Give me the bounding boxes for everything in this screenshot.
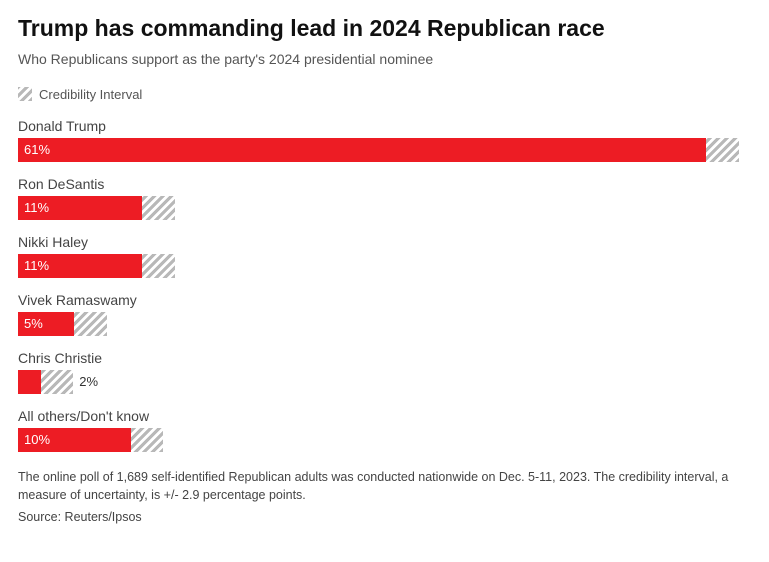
bar-value: 11%: [18, 196, 55, 220]
bar-rows: Donald Trump61%Ron DeSantis11%Nikki Hale…: [18, 118, 751, 452]
legend-label-ci: Credibility Interval: [39, 87, 142, 102]
bar-value: 11%: [18, 254, 55, 278]
ci-overlap: [18, 370, 41, 394]
bar-row: Vivek Ramaswamy 5%: [18, 292, 751, 336]
bar-track: 5%: [18, 312, 751, 336]
bar-label: Vivek Ramaswamy: [18, 292, 751, 308]
bar-value: 10%: [18, 428, 56, 452]
bar-row: Ron DeSantis 11%: [18, 176, 751, 220]
legend-swatch-ci: [18, 87, 32, 101]
bar-value: 5%: [18, 312, 49, 336]
bar-track: 11%: [18, 254, 751, 278]
bar-track: 11%: [18, 196, 751, 220]
bar-row: Donald Trump 61%: [18, 118, 751, 162]
legend: Credibility Interval: [18, 87, 751, 102]
bar-label: All others/Don't know: [18, 408, 751, 424]
bar-value: 61%: [18, 138, 56, 162]
source-line: Source: Reuters/Ipsos: [18, 510, 751, 524]
bar-row: Nikki Haley 11%: [18, 234, 751, 278]
bar-label: Nikki Haley: [18, 234, 751, 250]
bar-label: Ron DeSantis: [18, 176, 751, 192]
chart-subtitle: Who Republicans support as the party's 2…: [18, 51, 751, 67]
ci-overlap: [109, 196, 142, 220]
ci-overlap: [673, 138, 706, 162]
footnote: The online poll of 1,689 self-identified…: [18, 468, 751, 504]
bar-track: 61%: [18, 138, 751, 162]
bar-track: 2%: [18, 370, 751, 394]
bar-fill: [18, 138, 706, 162]
bar-label: Donald Trump: [18, 118, 751, 134]
bar-row: Chris Christie 2%: [18, 350, 751, 394]
ci-overlap: [109, 254, 142, 278]
bar-value: 2%: [73, 370, 104, 394]
ci-overlap: [98, 428, 131, 452]
chart-title: Trump has commanding lead in 2024 Republ…: [18, 14, 751, 43]
bar-track: 10%: [18, 428, 751, 452]
bar-row: All others/Don't know 10%: [18, 408, 751, 452]
bar-label: Chris Christie: [18, 350, 751, 366]
